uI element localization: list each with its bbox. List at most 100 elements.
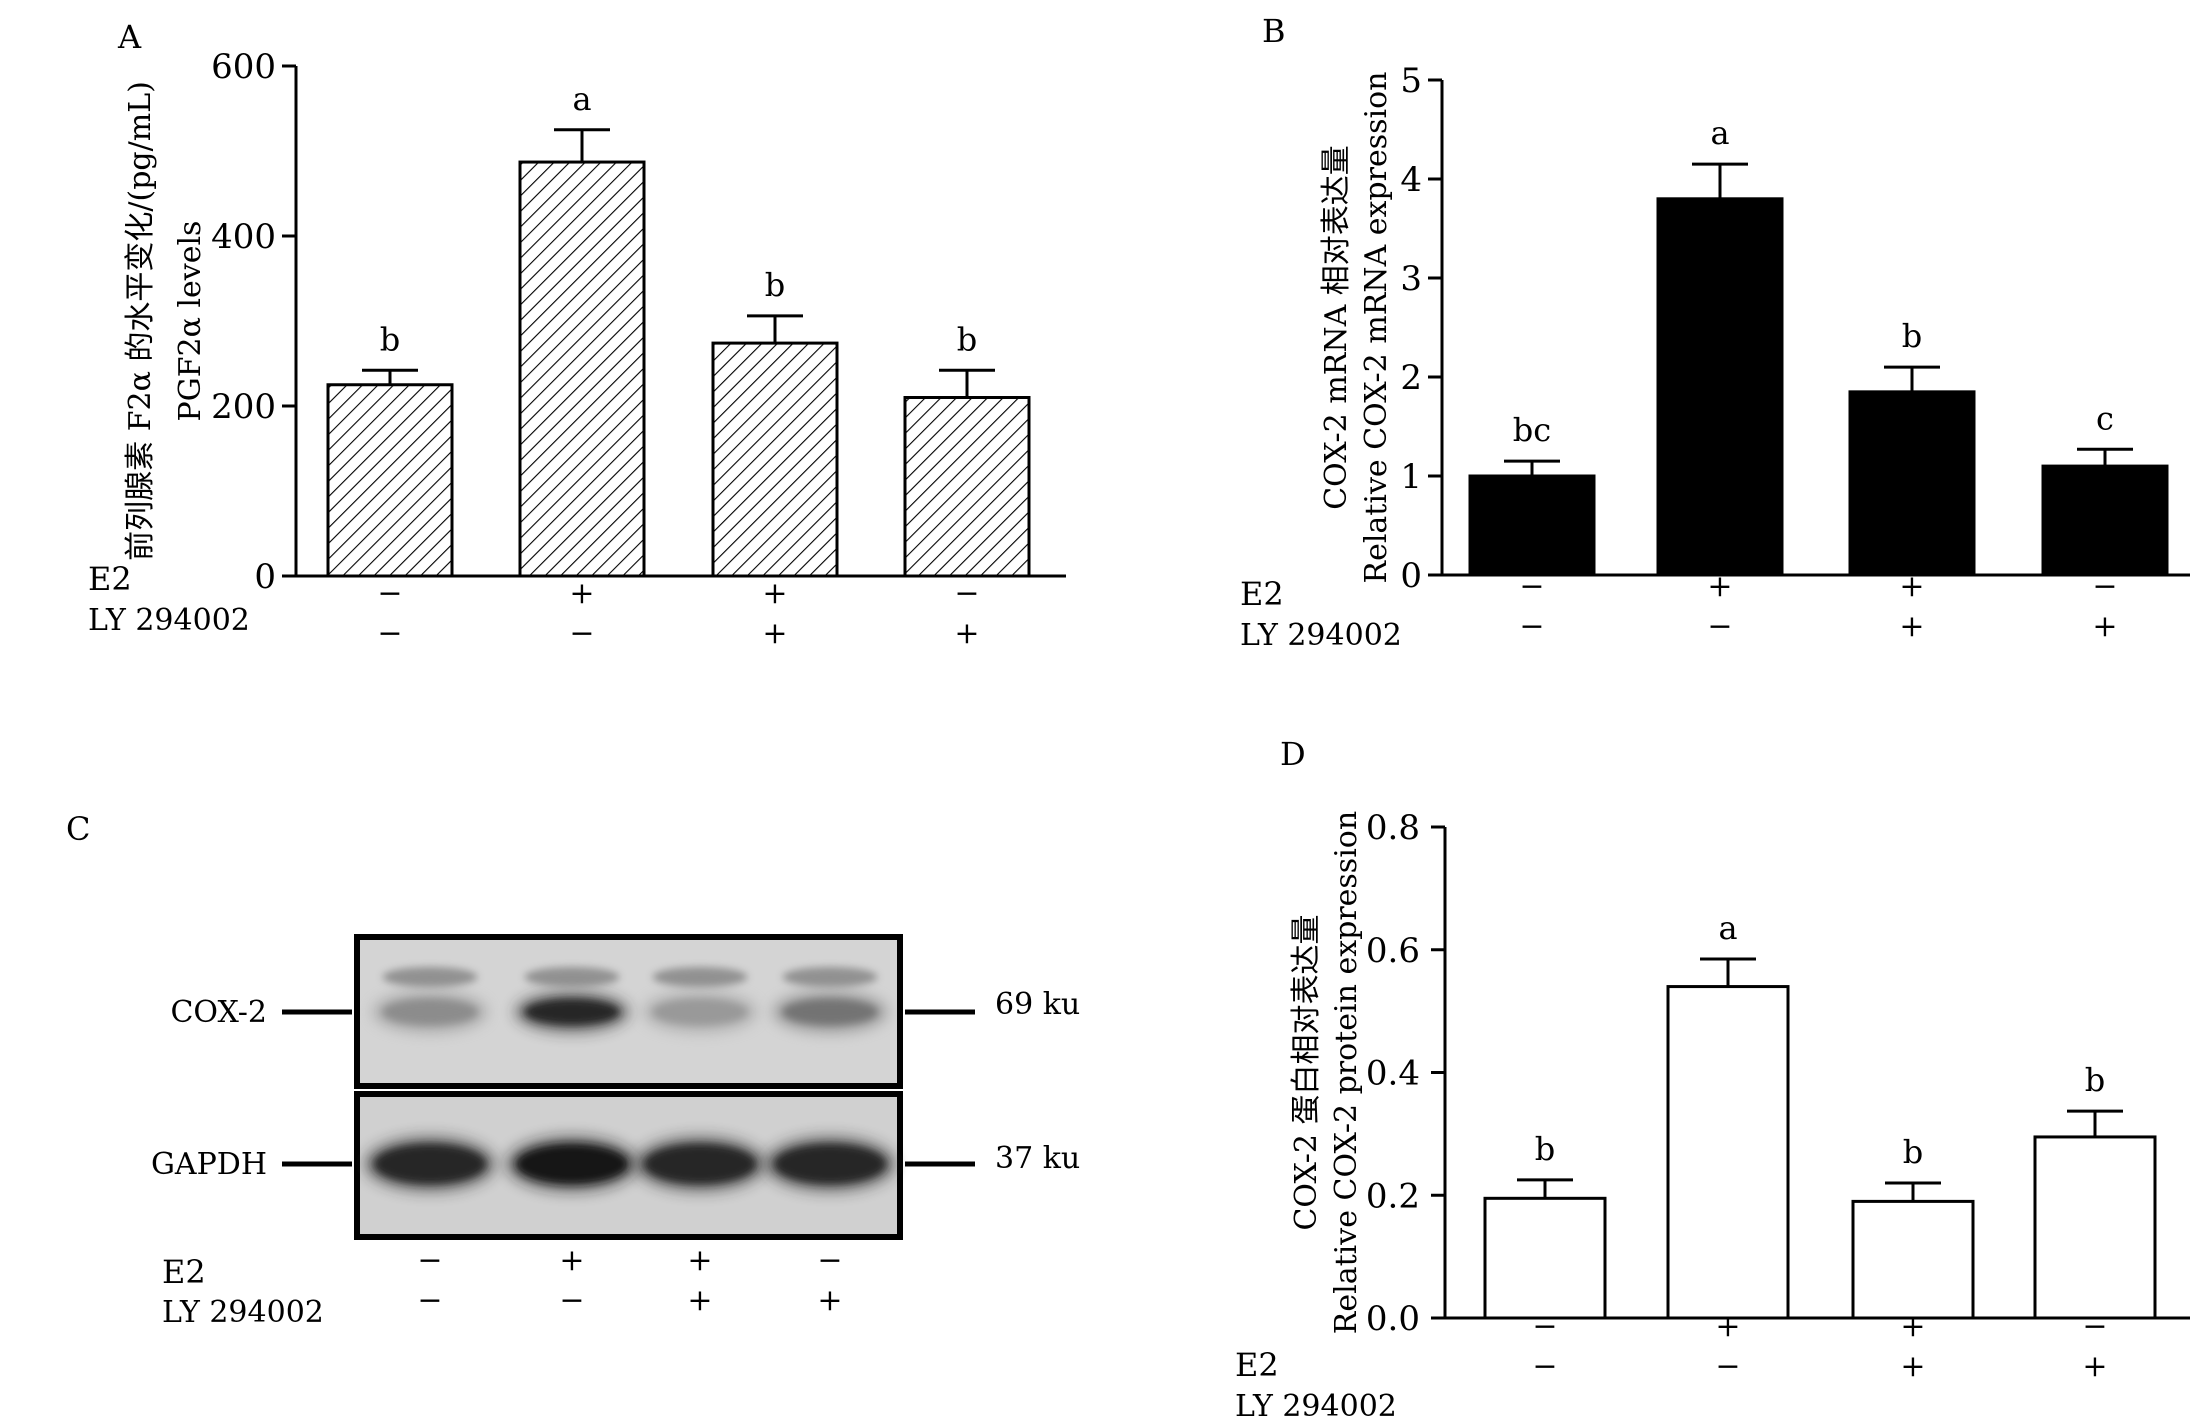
ly-sign: + — [1899, 609, 1924, 644]
ly-sign: − — [417, 1283, 442, 1318]
band — [652, 999, 748, 1025]
row-label-e2: E2 — [1235, 1346, 1279, 1384]
band — [644, 1144, 756, 1184]
y-tick-label: 0 — [254, 557, 276, 597]
row-label-ly294002: LY 294002 — [1240, 618, 1402, 653]
panel-c-western-blot: COX-2 69 ku GAPDH 37 ku E2 LY 294002 − + +… — [151, 934, 1080, 1330]
row-label-ly294002: LY 294002 — [1235, 1389, 1397, 1420]
bar — [1656, 197, 1784, 577]
bar — [903, 396, 1031, 578]
y-tick-label: 0.4 — [1366, 1054, 1420, 1094]
ly-sign: − — [569, 616, 594, 651]
band-faint — [524, 967, 620, 987]
blot-label-cox2: COX-2 — [170, 995, 267, 1030]
y-axis-label-english: Relative COX-2 mRNA expression — [1359, 71, 1394, 583]
blot-bands — [364, 967, 896, 1192]
significance-label: b — [1535, 1130, 1555, 1168]
band — [374, 1144, 486, 1184]
row-label-ly294002: LY 294002 — [88, 603, 250, 638]
e2-sign: + — [687, 1243, 712, 1278]
e2-sign: + — [762, 576, 787, 611]
y-axis-label-chinese: COX-2 mRNA 相对表达量 — [1319, 145, 1354, 510]
bar — [1848, 390, 1976, 577]
blot-size-cox2: 69 ku — [995, 987, 1080, 1022]
e2-sign: + — [1900, 1309, 1925, 1344]
e2-sign: − — [817, 1243, 842, 1278]
ly-sign: − — [1532, 1349, 1557, 1384]
ly-sign: + — [762, 616, 787, 651]
ly-sign: + — [817, 1283, 842, 1318]
band — [516, 1144, 628, 1184]
e2-sign: − — [2082, 1309, 2107, 1344]
ly-sign: + — [1900, 1349, 1925, 1384]
panel-letter-a: A — [117, 18, 142, 56]
band-faint — [782, 967, 878, 987]
y-tick-label: 4 — [1400, 160, 1422, 200]
significance-label: b — [380, 320, 400, 358]
y-tick-label: 0.6 — [1366, 931, 1420, 971]
y-tick-label: 1 — [1400, 457, 1422, 497]
e2-sign: + — [1715, 1309, 1740, 1344]
panel-letter-c: C — [66, 810, 90, 848]
y-tick-label: 400 — [211, 217, 276, 257]
y-tick-label: 0 — [1400, 556, 1422, 596]
ly-sign: − — [1707, 609, 1732, 644]
significance-label: a — [1718, 909, 1737, 947]
panel-letter-d: D — [1280, 735, 1306, 773]
row-label-e2: E2 — [88, 560, 132, 598]
bar — [518, 160, 646, 578]
significance-label: b — [2085, 1061, 2105, 1099]
y-tick-label: 3 — [1400, 259, 1422, 299]
y-axis-label-chinese: 前列腺素 F2α 的水平变化/(pg/mL) — [123, 81, 158, 561]
e2-sign: + — [1707, 569, 1732, 604]
bar — [711, 341, 839, 578]
blot-treatment-signs: − + + − − − + + — [417, 1243, 842, 1318]
significance-label: b — [765, 266, 785, 304]
panel-a-chart: 0 200 400 600 b a b b E2 LY 294002 − + + − − − + + 前列腺素 F2… — [88, 47, 1066, 651]
e2-sign: + — [559, 1243, 584, 1278]
bar — [1666, 985, 1790, 1320]
ly-sign: + — [2082, 1349, 2107, 1384]
ly-sign: + — [687, 1283, 712, 1318]
y-tick-label: 0.8 — [1366, 808, 1420, 848]
band — [382, 999, 478, 1025]
bar — [326, 383, 454, 578]
y-tick-label: 600 — [211, 47, 276, 87]
bar — [2041, 464, 2169, 577]
e2-sign: − — [1532, 1309, 1557, 1344]
band-faint — [382, 967, 478, 987]
e2-sign: − — [377, 576, 402, 611]
significance-label: a — [572, 80, 591, 118]
ly-sign: − — [559, 1283, 584, 1318]
significance-label: b — [1903, 1133, 1923, 1171]
band — [774, 1144, 886, 1184]
e2-sign: − — [954, 576, 979, 611]
blot-size-gapdh: 37 ku — [995, 1141, 1080, 1176]
e2-sign: − — [417, 1243, 442, 1278]
band-faint — [652, 967, 748, 987]
y-axis-label-chinese: COX-2 蛋白相对表达量 — [1289, 914, 1324, 1230]
y-axis-label-english: PGF2α levels — [173, 221, 208, 422]
significance-label: a — [1710, 114, 1729, 152]
y-axis-label-english: Relative COX-2 protein expression — [1329, 811, 1364, 1334]
e2-sign: − — [2092, 569, 2117, 604]
bar — [1851, 1199, 1975, 1320]
y-tick-label: 2 — [1400, 358, 1422, 398]
panel-d-chart: 0.0 0.2 0.4 0.6 0.8 b a b b E2 LY 294002 − + + − − − + + CO… — [1235, 808, 2190, 1420]
significance-label: c — [2096, 399, 2114, 437]
significance-label: b — [1902, 317, 1922, 355]
bar — [1468, 474, 1596, 577]
e2-sign: + — [569, 576, 594, 611]
panel-letter-b: B — [1262, 12, 1286, 50]
bar — [1483, 1196, 1607, 1320]
e2-sign: − — [1519, 569, 1544, 604]
ly-sign: − — [1715, 1349, 1740, 1384]
significance-label: b — [957, 320, 977, 358]
significance-label: bc — [1513, 411, 1551, 449]
blot-label-gapdh: GAPDH — [151, 1147, 267, 1182]
row-label-e2: E2 — [1240, 575, 1284, 613]
row-label-ly294002: LY 294002 — [162, 1295, 324, 1330]
y-tick-label: 0.2 — [1366, 1176, 1420, 1216]
